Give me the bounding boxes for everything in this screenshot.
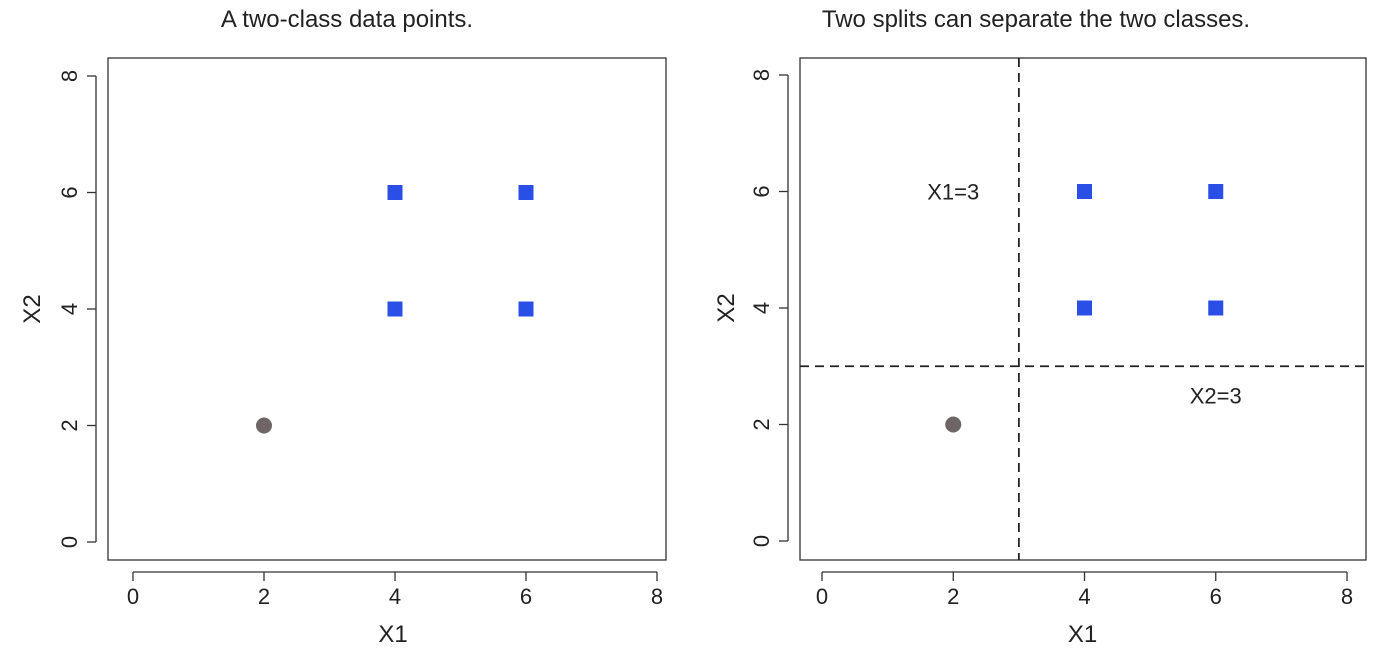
data-point-square bbox=[519, 185, 534, 200]
x-tick-label: 2 bbox=[258, 584, 270, 609]
data-point-square bbox=[519, 302, 534, 317]
x-tick-label: 2 bbox=[947, 584, 959, 609]
y-axis-label: X2 bbox=[713, 293, 740, 322]
x-tick-label: 6 bbox=[1210, 584, 1222, 609]
chart-panel-right: Two splits can separate the two classes.… bbox=[700, 0, 1400, 654]
data-point-circle bbox=[256, 418, 272, 434]
y-tick-label: 2 bbox=[57, 419, 82, 431]
chart-svg: 0 2 4 6 8 0 2 4 6 8 X1 X2 X1=3 X2=3 bbox=[700, 0, 1400, 654]
y-axis-label: X2 bbox=[19, 294, 46, 323]
x-axis-label: X1 bbox=[378, 621, 407, 648]
split-annotation: X1=3 bbox=[927, 180, 979, 205]
y-tick-label: 0 bbox=[749, 535, 774, 547]
data-point-square bbox=[388, 302, 403, 317]
y-tick-label: 8 bbox=[749, 69, 774, 81]
x-tick-label: 8 bbox=[1341, 584, 1353, 609]
x-tick-label: 0 bbox=[127, 584, 139, 609]
y-tick-label: 4 bbox=[57, 303, 82, 315]
chart-panel-left: A two-class data points. 0 2 4 6 8 0 2 4 6 8 X1 X2 bbox=[0, 0, 700, 654]
data-point-square bbox=[1208, 184, 1223, 199]
chart-svg: 0 2 4 6 8 0 2 4 6 8 X1 X2 bbox=[0, 0, 700, 654]
x-tick-label: 0 bbox=[816, 584, 828, 609]
x-axis-label: X1 bbox=[1068, 621, 1097, 648]
y-tick-label: 4 bbox=[749, 302, 774, 314]
data-point-square bbox=[1077, 301, 1092, 316]
x-tick-label: 4 bbox=[1078, 584, 1090, 609]
split-annotation: X2=3 bbox=[1190, 383, 1242, 408]
plot-frame bbox=[108, 58, 666, 560]
x-tick-label: 4 bbox=[389, 584, 401, 609]
data-point-square bbox=[1077, 184, 1092, 199]
y-tick-label: 2 bbox=[749, 418, 774, 430]
y-tick-label: 8 bbox=[57, 70, 82, 82]
y-tick-label: 6 bbox=[57, 186, 82, 198]
x-tick-label: 8 bbox=[651, 584, 663, 609]
data-point-circle bbox=[945, 417, 961, 433]
y-tick-label: 6 bbox=[749, 185, 774, 197]
y-tick-label: 0 bbox=[57, 536, 82, 548]
data-point-square bbox=[1208, 301, 1223, 316]
x-tick-label: 6 bbox=[520, 584, 532, 609]
data-point-square bbox=[388, 185, 403, 200]
